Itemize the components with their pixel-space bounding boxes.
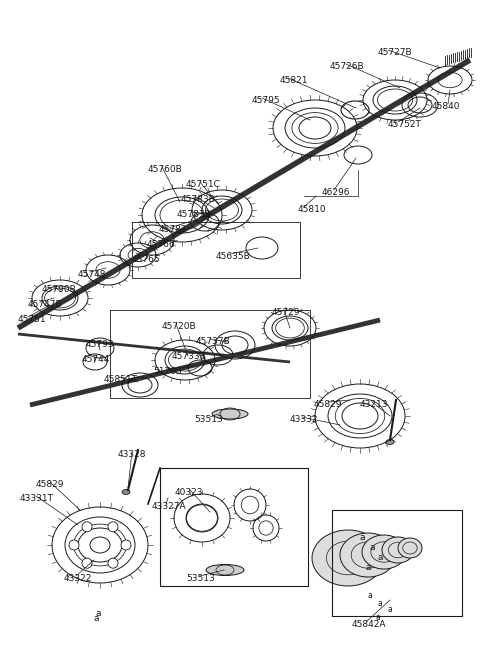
Text: a: a: [368, 591, 372, 599]
Text: 45782: 45782: [159, 225, 188, 234]
Circle shape: [108, 522, 118, 532]
Text: 45752T: 45752T: [388, 120, 422, 129]
Text: 45635B: 45635B: [216, 252, 251, 261]
Text: 53513: 53513: [194, 415, 223, 424]
Text: a: a: [376, 614, 380, 622]
Ellipse shape: [206, 564, 244, 576]
Text: 43328: 43328: [118, 450, 146, 459]
Text: a: a: [370, 543, 375, 552]
Circle shape: [82, 522, 92, 532]
Text: 45727B: 45727B: [378, 48, 413, 57]
Text: 45766: 45766: [147, 240, 176, 249]
Text: 45733B: 45733B: [172, 352, 207, 361]
Text: 45842A: 45842A: [352, 620, 386, 629]
Text: 53513: 53513: [186, 574, 215, 583]
Text: a: a: [360, 533, 365, 542]
Text: 45748: 45748: [78, 270, 107, 279]
Text: a: a: [378, 553, 384, 562]
Text: 43213: 43213: [360, 400, 388, 409]
Text: a: a: [388, 606, 392, 614]
Text: 45765: 45765: [132, 255, 161, 264]
Text: 40323: 40323: [175, 488, 204, 497]
Text: 45810: 45810: [298, 205, 326, 214]
Text: 46296: 46296: [322, 188, 350, 197]
Bar: [332, 510, 462, 616]
Text: a: a: [94, 614, 99, 623]
Text: 45737B: 45737B: [196, 337, 231, 346]
Text: 45793: 45793: [86, 340, 115, 349]
Text: 45829: 45829: [36, 480, 64, 489]
Text: 45720B: 45720B: [162, 322, 197, 331]
Text: 45726B: 45726B: [330, 62, 365, 71]
Text: 45783B: 45783B: [181, 195, 216, 204]
Text: 45744: 45744: [82, 355, 110, 364]
Ellipse shape: [312, 530, 384, 586]
Circle shape: [121, 540, 131, 550]
Circle shape: [69, 540, 79, 550]
Circle shape: [82, 558, 92, 568]
Text: 51703: 51703: [153, 367, 182, 376]
Ellipse shape: [386, 440, 394, 445]
Text: 43331T: 43331T: [20, 494, 54, 503]
Ellipse shape: [398, 538, 422, 558]
Ellipse shape: [212, 409, 248, 419]
Text: 45729: 45729: [272, 308, 300, 317]
Text: 45821: 45821: [280, 76, 309, 85]
Text: 45840: 45840: [432, 102, 460, 111]
Text: 43322: 43322: [64, 574, 92, 583]
Text: 45790B: 45790B: [42, 285, 77, 294]
Text: 45747B: 45747B: [28, 300, 62, 309]
Text: 43332: 43332: [290, 415, 319, 424]
Circle shape: [108, 558, 118, 568]
Text: 45851T: 45851T: [104, 375, 138, 384]
Text: 45795: 45795: [252, 96, 281, 105]
Text: 45751: 45751: [18, 315, 47, 324]
Ellipse shape: [122, 489, 130, 495]
Ellipse shape: [362, 535, 406, 569]
Text: 45781B: 45781B: [177, 210, 212, 219]
Bar: [160, 468, 308, 586]
Text: a: a: [378, 599, 383, 608]
Text: 43327A: 43327A: [152, 502, 187, 511]
Text: a: a: [366, 563, 372, 572]
Ellipse shape: [382, 537, 414, 563]
Text: a: a: [95, 610, 101, 618]
Text: 45760B: 45760B: [148, 165, 183, 174]
Text: 45829: 45829: [314, 400, 343, 409]
Text: 45751C: 45751C: [186, 180, 221, 189]
Ellipse shape: [340, 533, 396, 577]
